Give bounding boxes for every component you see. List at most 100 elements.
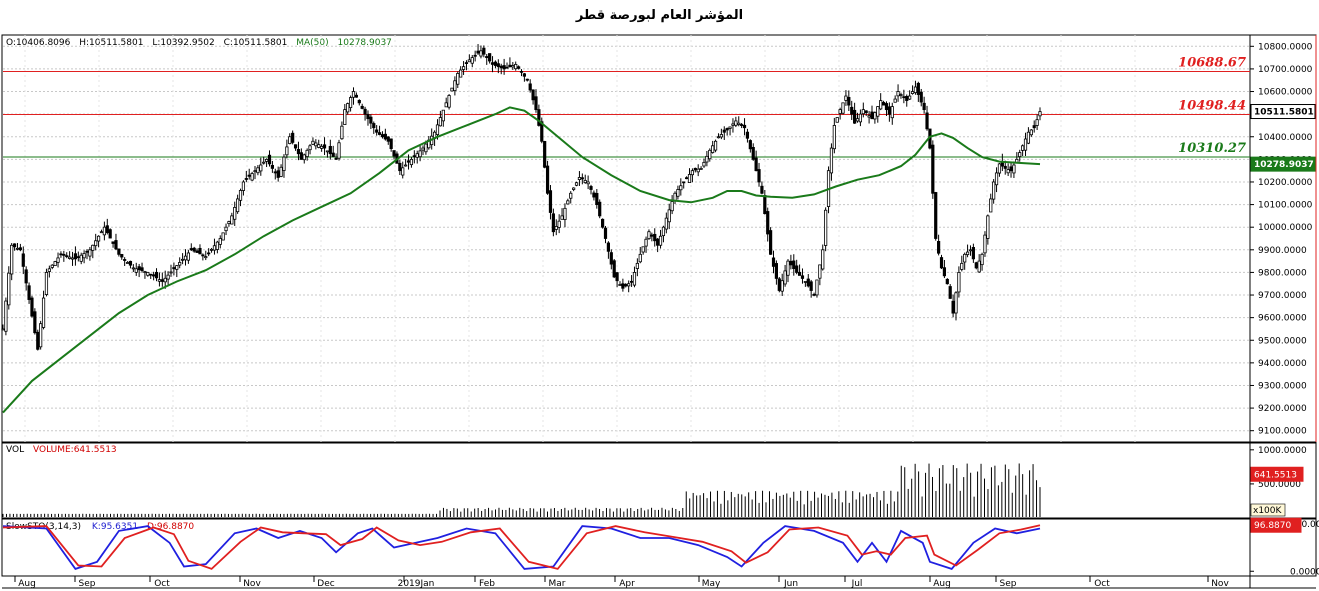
candle-body xyxy=(41,297,46,328)
candle-body xyxy=(913,86,918,93)
stochastic-d-line xyxy=(2,524,1041,570)
candle-body xyxy=(977,260,981,273)
candle-body xyxy=(517,66,521,69)
candle-body xyxy=(496,63,500,68)
candle-body xyxy=(1029,129,1033,136)
candle-body xyxy=(606,242,610,252)
candle-body xyxy=(180,258,185,261)
candle-body xyxy=(485,56,489,59)
candle-body xyxy=(644,238,648,247)
candle-body xyxy=(821,249,825,270)
candle-body xyxy=(925,112,929,130)
candle-body xyxy=(551,213,555,233)
candle-body xyxy=(763,195,767,215)
candle-body xyxy=(629,280,634,283)
candle-body xyxy=(702,161,706,167)
candle-body xyxy=(951,300,955,314)
candle-body xyxy=(12,243,17,248)
candle-body xyxy=(766,211,770,235)
candle-body xyxy=(120,254,124,258)
candle-body xyxy=(690,170,695,176)
candle-body xyxy=(522,73,526,77)
candle-body xyxy=(910,91,915,94)
candle-body xyxy=(870,111,874,120)
candle-body xyxy=(537,109,541,126)
candle-body xyxy=(302,154,306,161)
candle-body xyxy=(658,235,663,246)
candle-body xyxy=(841,102,845,114)
candle-body xyxy=(227,221,231,224)
candle-body xyxy=(30,297,34,317)
candle-body xyxy=(806,278,810,287)
candle-body xyxy=(421,147,425,151)
candle-body xyxy=(586,181,590,185)
candle-body xyxy=(236,198,240,213)
candle-body xyxy=(461,66,466,70)
candle-body xyxy=(873,112,877,120)
candle-body xyxy=(490,62,495,65)
candle-body xyxy=(375,129,379,133)
candle-body xyxy=(62,253,66,256)
candle-body xyxy=(618,284,622,286)
candle-body xyxy=(621,283,625,289)
candle-body xyxy=(583,180,587,184)
candle-body xyxy=(377,132,382,135)
candle-body xyxy=(340,125,344,140)
candle-body xyxy=(253,170,257,173)
candle-body xyxy=(968,249,973,252)
candle-body xyxy=(635,262,639,269)
candle-body xyxy=(525,78,529,81)
candle-body xyxy=(876,106,880,117)
candle-body xyxy=(1009,166,1013,172)
candle-body xyxy=(18,247,22,251)
candle-body xyxy=(125,262,130,264)
stochastic-k-label: K:95.6351 xyxy=(91,522,139,532)
ohlc-readout: O:10406.8096 H:10511.5801 L:10392.9502 C… xyxy=(6,38,398,48)
current-ma-tag: 10278.9037 xyxy=(1254,160,1314,170)
candle-body xyxy=(725,128,729,131)
candle-body xyxy=(204,256,208,259)
candle-body xyxy=(123,259,127,261)
candle-body xyxy=(447,95,451,108)
candle-body xyxy=(50,264,54,268)
candle-body xyxy=(215,241,219,250)
volume-tick-label: 1000.0000 xyxy=(1258,446,1307,456)
candle-body xyxy=(175,265,179,270)
candle-body xyxy=(320,145,324,149)
price-tick-label: 9500.0000 xyxy=(1258,336,1307,346)
candle-body xyxy=(737,122,741,125)
time-tick-label: Feb xyxy=(479,579,495,589)
price-tick-label: 10000.0000 xyxy=(1258,223,1313,233)
candle-body xyxy=(479,50,483,57)
candle-body xyxy=(641,246,645,253)
candle-body xyxy=(134,268,138,273)
candle-body xyxy=(331,152,335,157)
stochastic-k-line xyxy=(2,525,1041,570)
candle-body xyxy=(189,248,193,251)
candle-body xyxy=(256,167,260,174)
candle-body xyxy=(879,100,883,110)
candle-body xyxy=(27,285,31,300)
candle-body xyxy=(716,136,721,139)
candle-body xyxy=(238,190,243,201)
candle-body xyxy=(450,87,454,92)
current-price-tag: 10511.5801 xyxy=(1254,108,1314,118)
candle-body xyxy=(499,65,503,69)
candle-body xyxy=(812,293,816,296)
candle-body xyxy=(647,231,651,240)
candle-body xyxy=(902,96,906,99)
candle-body xyxy=(809,281,813,291)
candle-body xyxy=(493,61,498,66)
candle-body xyxy=(580,177,584,180)
price-tick-label: 9100.0000 xyxy=(1258,427,1307,437)
candle-body xyxy=(548,190,553,213)
candle-body xyxy=(974,262,978,269)
candle-body xyxy=(916,82,920,95)
candle-body xyxy=(264,158,269,162)
candle-body xyxy=(754,157,758,172)
candle-body xyxy=(511,65,515,68)
candle-body xyxy=(363,108,367,115)
candle-body xyxy=(1006,169,1010,174)
candle-body xyxy=(15,247,20,250)
candle-body xyxy=(389,138,393,150)
